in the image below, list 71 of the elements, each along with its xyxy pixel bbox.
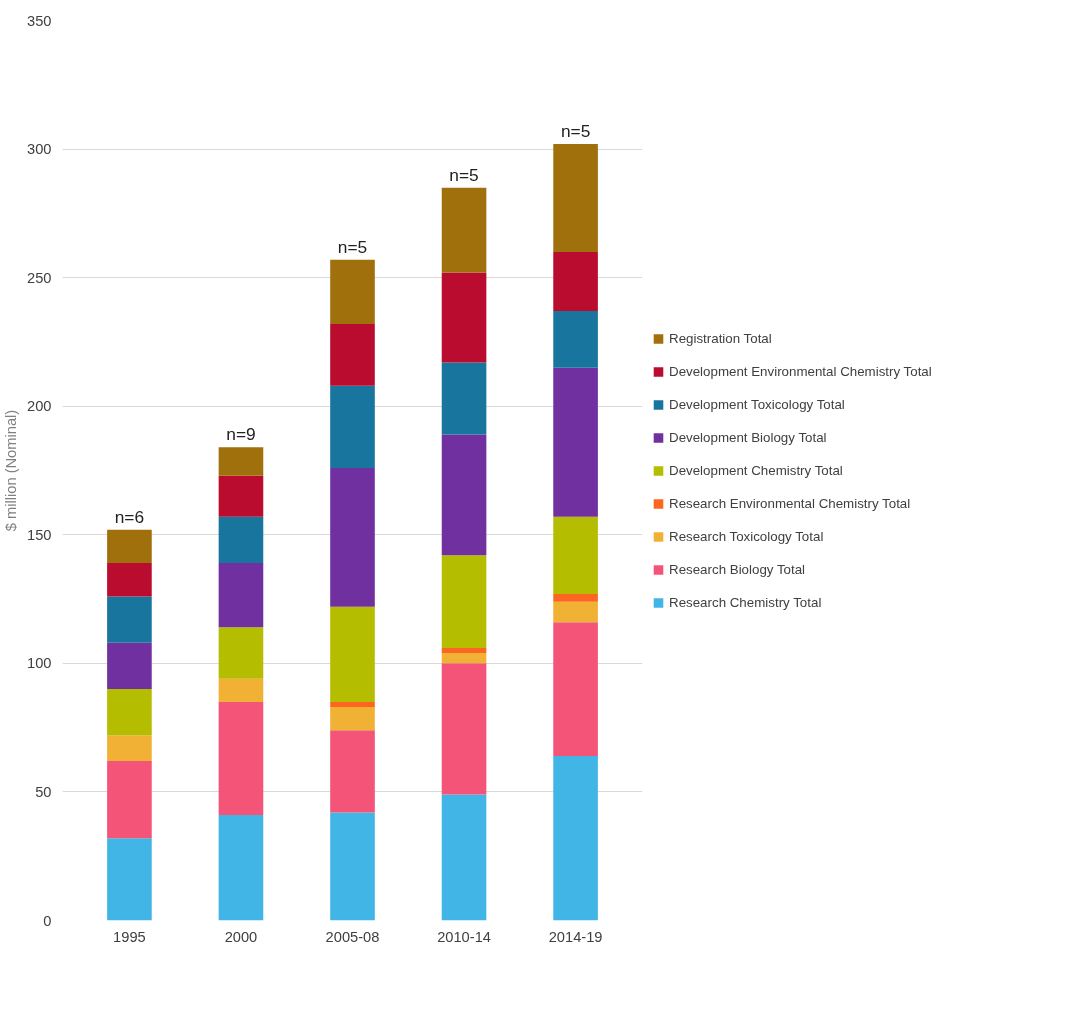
y-tick-label: 100 <box>27 655 52 672</box>
x-tick-label: 2005-08 <box>325 928 380 945</box>
x-tick-label: 1995 <box>113 928 146 945</box>
y-tick-label: 150 <box>27 526 52 543</box>
y-tick-label: 50 <box>35 783 52 800</box>
y-tick-label: 300 <box>27 141 52 158</box>
y-tick-label: 200 <box>27 398 52 415</box>
bar <box>330 730 375 813</box>
bar <box>441 362 487 435</box>
bar <box>330 467 375 607</box>
bar <box>553 311 598 368</box>
legend-label: Development Chemistry Total <box>669 462 843 478</box>
bar <box>107 642 152 690</box>
legend-label: Research Biology Total <box>669 561 806 577</box>
legend-label: Development Toxicology Total <box>669 396 845 412</box>
y-tick-label: 350 <box>27 12 52 29</box>
bar <box>218 701 264 816</box>
bar <box>218 447 264 476</box>
bar <box>107 838 152 921</box>
bar <box>330 812 375 921</box>
y-tick-label: 250 <box>27 269 52 286</box>
bar <box>218 627 264 679</box>
bar <box>330 701 375 708</box>
bar <box>330 259 375 324</box>
bar <box>441 272 487 363</box>
annotation: n=6 <box>114 506 145 527</box>
bar <box>107 596 152 643</box>
bar <box>553 251 598 312</box>
bar <box>330 385 375 468</box>
bar <box>218 516 264 564</box>
legend-label: Research Toxicology Total <box>669 528 824 544</box>
annotation: n=5 <box>337 236 368 257</box>
annotation: n=5 <box>560 120 591 141</box>
legend-label: Research Chemistry Total <box>669 594 822 610</box>
bar <box>441 187 487 273</box>
bar <box>441 555 487 648</box>
bar <box>553 367 598 517</box>
legend-label: Research Environmental Chemistry Total <box>669 495 911 511</box>
bar <box>218 563 264 628</box>
bar <box>553 593 598 602</box>
bar <box>218 815 264 921</box>
bar <box>441 647 487 654</box>
bar <box>330 606 375 702</box>
legend-label: Development Environmental Chemistry Total <box>669 363 932 379</box>
bar <box>441 663 487 795</box>
bar <box>107 529 152 564</box>
bar <box>107 735 152 762</box>
x-tick-label: 2010-14 <box>437 928 491 945</box>
bar <box>107 761 152 839</box>
x-tick-label: 2014-19 <box>548 928 603 945</box>
y-axis-title: $ million (Nominal) <box>3 409 20 532</box>
bar <box>441 434 487 556</box>
bar <box>330 323 375 386</box>
bar <box>553 601 598 623</box>
annotation: n=5 <box>449 164 479 185</box>
bar <box>218 678 264 702</box>
legend-label: Registration Total <box>669 330 772 346</box>
bar <box>553 143 598 252</box>
bar <box>107 563 152 597</box>
bar <box>107 689 152 736</box>
bar <box>218 475 264 517</box>
x-tick-label: 2000 <box>224 928 258 945</box>
annotation: n=9 <box>226 424 256 445</box>
bar <box>553 755 598 921</box>
bar <box>441 653 487 664</box>
bar <box>330 707 375 731</box>
bar <box>553 516 598 594</box>
bar <box>441 794 487 921</box>
y-tick-label: 0 <box>43 912 52 929</box>
bar <box>553 622 598 756</box>
legend-label: Development Biology Total <box>669 429 827 445</box>
